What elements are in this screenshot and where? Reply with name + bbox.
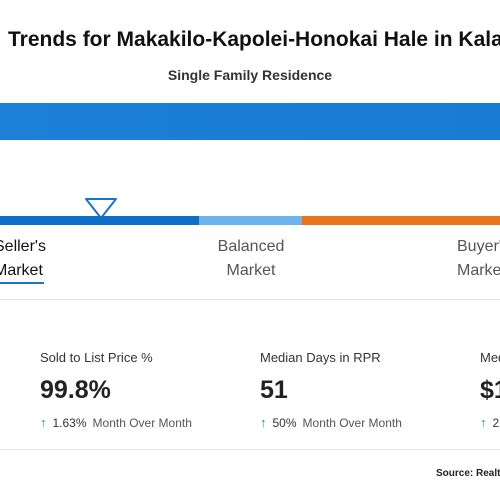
stat-change-label: Month Over Month <box>92 415 192 430</box>
stat-change-pct: 1.63% <box>52 415 87 430</box>
buyer-market-tab[interactable]: Buyer' Marke <box>457 235 500 283</box>
arrow-up-icon: ↑ <box>480 415 487 430</box>
stat-label: Sold to List Price % <box>40 350 153 365</box>
stat-change-pct: 50% <box>272 415 297 430</box>
source-credit: Source: Realto <box>436 468 500 479</box>
arrow-up-icon: ↑ <box>40 415 47 430</box>
stat-value: 99.8% <box>40 376 111 404</box>
stat-median-price: Med $1 ↑ 2 <box>480 350 500 430</box>
section-divider <box>0 299 500 300</box>
market-position-marker-icon <box>85 198 117 219</box>
stat-change-label: Month Over Month <box>302 415 402 430</box>
stat-label: Median Days in RPR <box>260 350 381 365</box>
page-subtitle: Single Family Residence <box>167 67 333 83</box>
stat-value: $1 <box>480 376 500 404</box>
header-banner <box>0 103 500 140</box>
buyer-market-label-line1: Buyer' <box>457 238 500 255</box>
balanced-market-tab[interactable]: Balanced Market <box>210 235 292 283</box>
balanced-market-label-line2: Market <box>226 262 276 279</box>
stat-label: Med <box>480 350 500 365</box>
buyer-market-label-line2: Marke <box>457 262 500 279</box>
buyer-market-bar <box>302 216 500 225</box>
stat-change: ↑ 1.63% Month Over Month <box>40 415 192 430</box>
seller-market-label-line1: Seller's <box>0 238 46 255</box>
page-title: Trends for Makakilo-Kapolei-Honokai Hale… <box>8 28 500 51</box>
seller-market-tab[interactable]: Seller's Market <box>0 235 46 283</box>
stat-change: ↑ 2 <box>480 415 500 430</box>
balanced-market-bar <box>199 216 302 225</box>
stat-change-pct: 2 <box>492 415 500 430</box>
footer-divider <box>0 449 500 450</box>
selected-tab-underline <box>0 282 44 284</box>
stat-change: ↑ 50% Month Over Month <box>260 415 402 430</box>
stat-sold-to-list: Sold to List Price % 99.8% ↑ 1.63% Month… <box>40 350 192 430</box>
arrow-up-icon: ↑ <box>260 415 267 430</box>
balanced-market-label-line1: Balanced <box>217 238 285 255</box>
seller-market-label-line2: Market <box>0 262 43 279</box>
seller-market-bar <box>0 216 199 225</box>
stat-median-days: Median Days in RPR 51 ↑ 50% Month Over M… <box>260 350 402 430</box>
stat-value: 51 <box>260 376 288 404</box>
